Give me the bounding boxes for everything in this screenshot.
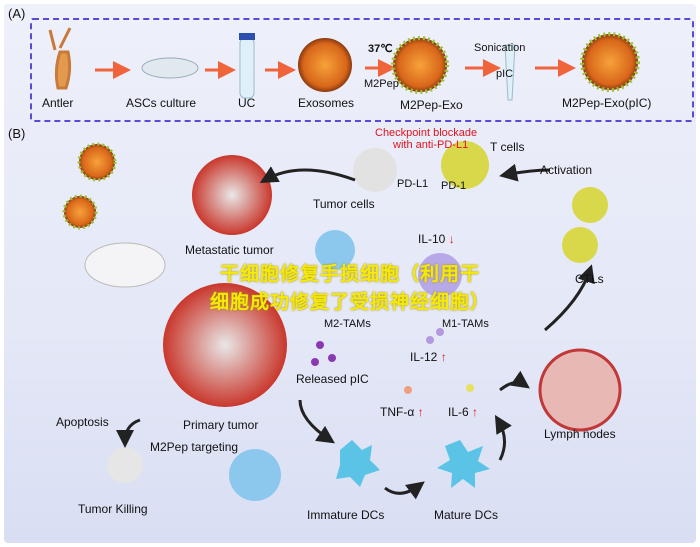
step-m2pep-exo: M2Pep-Exo — [400, 98, 463, 112]
pic-label: pIC — [496, 68, 514, 80]
tnf-text: TNF-α — [380, 405, 415, 419]
il12-text: IL-12 — [410, 350, 438, 364]
activation-label: Activation — [540, 163, 593, 177]
il10-label: IL-10 ↓ — [418, 232, 455, 246]
pic-dot — [311, 358, 319, 366]
il10-text: IL-10 — [418, 232, 446, 246]
released-pic-label: Released pIC — [296, 372, 369, 386]
tube-cap-icon — [239, 33, 255, 40]
mouse-icon — [84, 242, 166, 288]
m2pep-exo-pic-icon — [580, 32, 640, 92]
cycle-arrow — [544, 264, 595, 332]
culture-dish-icon — [141, 57, 199, 79]
lymph-node-icon — [538, 348, 622, 432]
step-ascs-culture: ASCs culture — [126, 96, 197, 110]
panel-a-frame — [30, 18, 694, 122]
panel-b-label: (B) — [8, 126, 26, 141]
exosome-icon — [298, 38, 352, 92]
metastatic-tumor-label: Metastatic tumor — [185, 243, 274, 257]
panel-a-label: (A) — [8, 6, 26, 21]
cycle-arrow — [116, 418, 141, 448]
exosome-icon — [77, 142, 117, 182]
m1-tams-label: M1-TAMs — [442, 318, 489, 330]
m1-tam-icon — [418, 253, 462, 297]
cycle-arrow — [259, 166, 356, 183]
immature-dc-icon — [336, 440, 380, 487]
il6-text: IL-6 — [448, 405, 469, 419]
macrophage-icon — [229, 449, 281, 501]
pd-1-label: PD-1 — [441, 180, 467, 192]
m2-tam-icon — [315, 230, 355, 270]
il12-label: IL-12 ↑ — [410, 350, 447, 364]
m2-tams-label: M2-TAMs — [324, 318, 371, 330]
cycle-arrow — [298, 399, 335, 444]
checkpoint-label-2: with anti-PD-L1 — [393, 139, 469, 151]
ctl-icon — [562, 227, 598, 263]
cytokine-dot — [436, 328, 444, 336]
killed-tumor-icon — [107, 447, 143, 483]
pic-dot — [316, 341, 324, 349]
checkpoint-label-1: Checkpoint blockade — [375, 127, 478, 139]
immature-dcs-label: Immature DCs — [307, 508, 385, 522]
cytokine-dot — [426, 336, 434, 344]
cytokine-dot — [466, 384, 474, 392]
pic-dot — [328, 354, 336, 362]
m2pep-targeting-label: M2Pep targeting — [150, 440, 239, 454]
eppendorf-tube-icon — [504, 44, 516, 101]
cycle-arrow — [499, 370, 530, 392]
overlay-caption-line-1: 干细胞修复手损细胞（利用干 — [219, 264, 480, 285]
cytokine-dot — [404, 386, 412, 394]
mature-dc-icon — [437, 440, 490, 488]
up-arrow-icon: ↑ — [472, 405, 479, 419]
exosome-icon — [62, 194, 98, 230]
primary-tumor-icon — [163, 283, 287, 407]
lymph-nodes-label: Lymph nodes — [544, 427, 616, 441]
temperature-label: 37℃ — [368, 43, 393, 55]
m2pep-exo-icon — [391, 36, 449, 94]
tnf-label: TNF-α ↑ — [380, 405, 424, 419]
step-antler: Antler — [42, 96, 74, 110]
il6-label: IL-6 ↑ — [448, 405, 478, 419]
mature-dcs-label: Mature DCs — [434, 508, 499, 522]
ctls-label: CTLs — [575, 272, 604, 286]
t-cell-icon — [441, 141, 489, 189]
t-cells-label: T cells — [490, 140, 525, 154]
apoptosis-label: Apoptosis — [56, 415, 109, 429]
step-uc: UC — [238, 96, 256, 110]
primary-tumor-label: Primary tumor — [183, 418, 259, 432]
step-m2pep-exo-pic: M2Pep-Exo(pIC) — [562, 96, 652, 110]
down-arrow-icon: ↓ — [448, 232, 455, 246]
ctl-icon — [572, 187, 608, 223]
metastatic-tumor-icon — [192, 155, 272, 235]
step-exosomes: Exosomes — [298, 96, 355, 110]
cycle-arrow — [494, 414, 512, 461]
up-arrow-icon: ↑ — [440, 350, 447, 364]
tumor-cells-label: Tumor cells — [313, 197, 375, 211]
tumor-cell-icon — [353, 148, 397, 192]
up-arrow-icon: ↑ — [417, 405, 424, 419]
deer-icon — [48, 27, 72, 90]
pd-l1-label: PD-L1 — [397, 178, 429, 190]
tumor-killing-label: Tumor Killing — [78, 502, 148, 516]
m2pep-label: M2Pep — [364, 78, 399, 90]
cycle-arrow — [384, 481, 425, 500]
tube-icon — [239, 37, 255, 99]
cycle-arrow — [499, 163, 551, 182]
overlay-caption-line-2: 细胞成功修复了受损神经细胞） — [209, 292, 490, 313]
sonication-label: Sonication — [474, 42, 526, 54]
